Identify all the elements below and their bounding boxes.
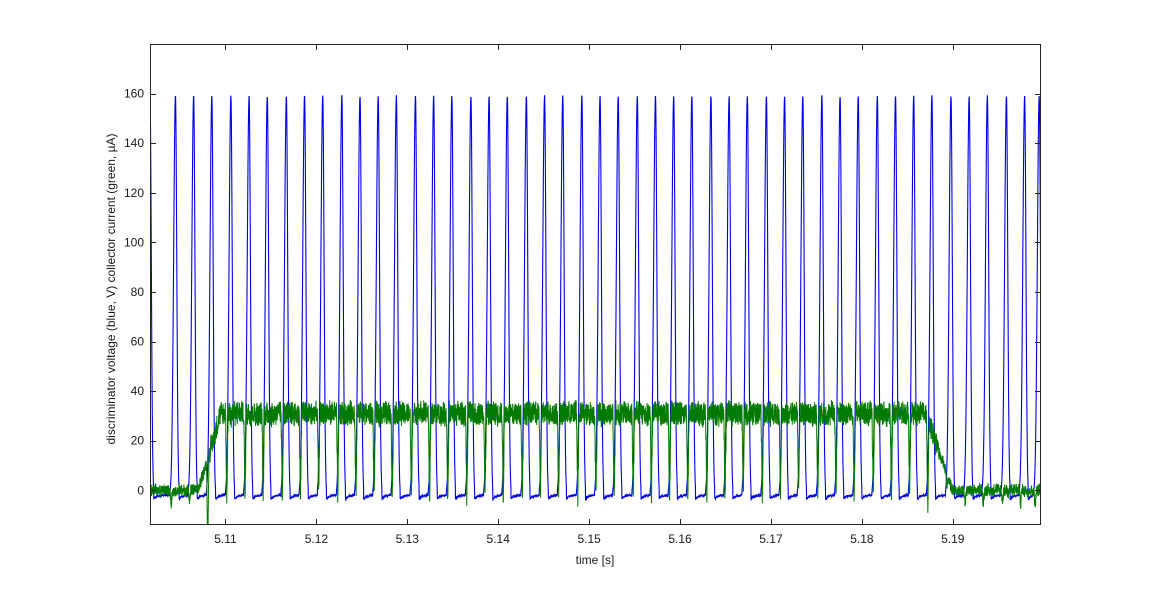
plot-frame xyxy=(150,44,1041,525)
x-tick-label: 5.11 xyxy=(214,532,237,546)
y-tick-label: 120 xyxy=(124,186,144,200)
y-axis-label: discriminator voltage (blue, V) collecto… xyxy=(104,133,118,444)
series-line-collector-current xyxy=(150,399,1041,525)
x-tick-label: 5.14 xyxy=(487,532,511,546)
series-layer xyxy=(150,94,1041,525)
y-tick-label: 60 xyxy=(131,335,145,349)
x-tick-label: 5.18 xyxy=(850,532,874,546)
y-tick-label: 40 xyxy=(131,384,145,398)
y-tick-label: 20 xyxy=(131,434,145,448)
y-tick-label: 100 xyxy=(124,235,144,249)
x-axis-label: time [s] xyxy=(576,553,615,567)
x-tick-label: 5.17 xyxy=(759,532,783,546)
x-tick-label: 5.16 xyxy=(668,532,692,546)
x-tick-label: 5.19 xyxy=(941,532,965,546)
ticks-layer: 5.11 5.12 5.13 5.14 5.15 5.16 5.17 5.18 5.19 0 20 4… xyxy=(124,44,1041,546)
x-tick-label: 5.15 xyxy=(577,532,601,546)
y-tick-label: 140 xyxy=(124,136,144,150)
y-tick-label: 80 xyxy=(131,285,145,299)
x-tick-label: 5.13 xyxy=(396,532,420,546)
x-tick-label: 5.12 xyxy=(305,532,329,546)
y-tick-label: 160 xyxy=(124,87,144,101)
y-tick-label: 0 xyxy=(137,483,144,497)
